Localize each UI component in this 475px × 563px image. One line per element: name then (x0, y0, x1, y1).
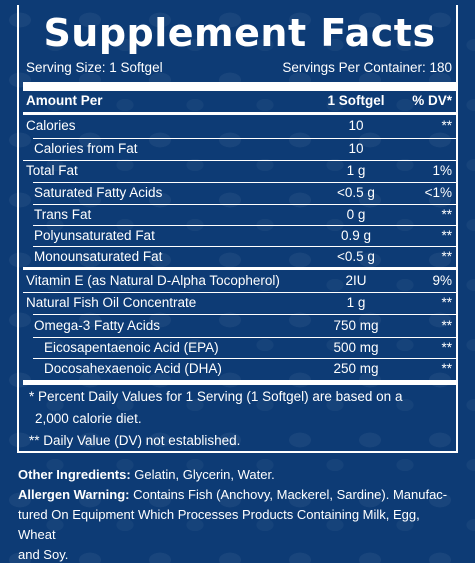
row-amount: 500 mg (333, 340, 379, 355)
row-dv: ** (441, 118, 452, 133)
table-row: Monounsaturated Fat <0.5 g ** (26, 247, 452, 267)
table-row: Saturated Fatty Acids <0.5 g <1% (26, 183, 452, 203)
row-name: Vitamin E (as Natural D-Alpha Tocopherol… (26, 273, 280, 288)
allergen-label: Allergen Warning: (18, 487, 130, 502)
serving-info: Serving Size: 1 Softgel Servings Per Con… (26, 60, 452, 75)
row-name: Docosahexaenoic Acid (DHA) (44, 361, 222, 376)
header-amount-per: Amount Per (26, 93, 103, 108)
other-ingredients-label: Other Ingredients: (18, 467, 131, 482)
other-ingredients: Other Ingredients: Gelatin, Glycerin, Wa… (18, 465, 458, 485)
row-divider (33, 337, 456, 338)
footnote-line: * Percent Daily Values for 1 Serving (1 … (29, 389, 403, 404)
row-name: Total Fat (26, 163, 78, 178)
table-row: Polyunsaturated Fat 0.9 g ** (26, 226, 452, 246)
header-divider (23, 112, 456, 115)
row-amount: 1 g (346, 163, 366, 178)
section-divider (23, 267, 456, 270)
row-amount: 250 mg (333, 361, 379, 376)
row-dv: ** (441, 361, 452, 376)
allergen-text: tured On Equipment Which Processes Produ… (18, 507, 420, 542)
table-row: Docosahexaenoic Acid (DHA) 250 mg ** (26, 359, 452, 379)
row-dv: ** (441, 249, 452, 264)
row-dv: ** (441, 228, 452, 243)
row-amount: 0 g (346, 207, 366, 222)
allergen-warning: Allergen Warning: Contains Fish (Anchovy… (18, 485, 458, 505)
row-divider (33, 182, 456, 183)
row-name: Monounsaturated Fat (34, 249, 163, 264)
ingredients-section: Other Ingredients: Gelatin, Glycerin, Wa… (18, 465, 458, 563)
allergen-text: Contains Fish (Anchovy, Mackerel, Sardin… (129, 487, 448, 502)
row-divider (33, 246, 456, 247)
table-row: Vitamin E (as Natural D-Alpha Tocopherol… (26, 271, 452, 291)
row-dv: ** (441, 295, 452, 310)
row-name: Calories (26, 118, 76, 133)
header-dv: % DV* (412, 93, 452, 108)
row-divider (33, 314, 456, 315)
row-name: Omega-3 Fatty Acids (34, 318, 161, 333)
other-ingredients-text: Gelatin, Glycerin, Water. (130, 467, 275, 482)
row-divider (33, 358, 456, 359)
table-row: Eicosapentaenoic Acid (EPA) 500 mg ** (26, 338, 452, 358)
row-amount: 1 g (346, 295, 366, 310)
row-name: Natural Fish Oil Concentrate (26, 295, 197, 310)
row-name: Calories from Fat (34, 141, 138, 156)
row-amount: 750 mg (333, 318, 379, 333)
header-unit: 1 Softgel (327, 93, 385, 108)
row-divider (23, 160, 456, 161)
thick-divider (23, 82, 456, 91)
row-dv: <1% (424, 185, 452, 200)
row-dv: 9% (432, 273, 452, 288)
row-dv: ** (441, 340, 452, 355)
table-row: Trans Fat 0 g ** (26, 205, 452, 225)
table-row: Omega-3 Fatty Acids 750 mg ** (26, 316, 452, 336)
panel-title: Supplement Facts (43, 11, 436, 55)
row-amount: <0.5 g (337, 185, 375, 200)
footnote-not-established: ** Daily Value (DV) not established. (29, 433, 241, 448)
row-name: Trans Fat (34, 207, 92, 222)
table-header: Amount Per 1 Softgel % DV* (26, 91, 452, 111)
footnote-dv: * Percent Daily Values for 1 Serving (1 … (29, 386, 449, 452)
row-amount: 10 (348, 141, 364, 156)
row-dv: ** (441, 207, 452, 222)
row-divider (33, 225, 456, 226)
allergen-text: and Soy. (18, 547, 69, 562)
row-divider (33, 204, 456, 205)
row-amount: 2IU (345, 273, 367, 288)
table-row: Natural Fish Oil Concentrate 1 g ** (26, 293, 452, 313)
table-row: Calories from Fat 10 (26, 139, 452, 159)
servings-per-container: Servings Per Container: 180 (282, 60, 452, 75)
table-row: Total Fat 1 g 1% (26, 161, 452, 181)
footnote-line: 2,000 calorie diet. (35, 411, 142, 426)
supplement-facts-panel: Supplement Facts Serving Size: 1 Softgel… (17, 5, 458, 453)
row-name: Eicosapentaenoic Acid (EPA) (44, 340, 219, 355)
row-amount: 10 (348, 118, 364, 133)
row-divider (33, 138, 456, 139)
serving-size: Serving Size: 1 Softgel (26, 60, 163, 75)
row-amount: 0.9 g (340, 228, 372, 243)
row-dv: ** (441, 318, 452, 333)
row-name: Saturated Fatty Acids (34, 185, 163, 200)
row-dv: 1% (432, 163, 452, 178)
row-name: Polyunsaturated Fat (34, 228, 155, 243)
bottom-divider (23, 380, 456, 385)
row-amount: <0.5 g (337, 249, 375, 264)
row-divider (23, 292, 456, 293)
table-row: Calories 10 ** (26, 116, 452, 136)
